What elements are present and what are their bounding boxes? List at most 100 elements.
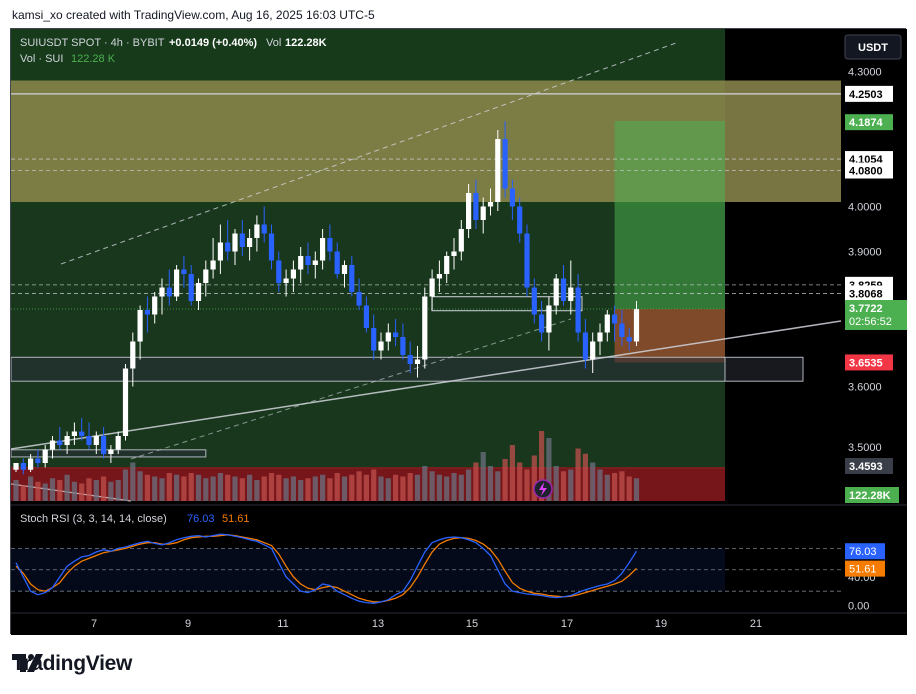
- volume-bar: [568, 469, 574, 501]
- volume-bar: [115, 480, 121, 501]
- candle-body: [101, 436, 107, 454]
- candle-body: [137, 310, 143, 342]
- candle-body: [239, 233, 245, 247]
- demand-zone-extension: [724, 356, 804, 382]
- price-tick: 3.6000: [848, 382, 882, 394]
- volume-bar: [334, 473, 340, 501]
- volume-bar: [130, 462, 136, 501]
- candle-body: [210, 260, 216, 270]
- volume-bar: [144, 474, 150, 501]
- volume-bar: [612, 473, 618, 501]
- candle-body: [414, 359, 421, 364]
- candle-body: [28, 458, 34, 470]
- price-label-badge: [845, 162, 893, 179]
- candle-body: [400, 337, 406, 355]
- volume-bar: [152, 476, 158, 501]
- volume-bar: [86, 478, 92, 501]
- candle-body: [422, 296, 428, 360]
- candle-body: [93, 436, 99, 445]
- volume-bar: [517, 462, 523, 501]
- candle-body: [619, 323, 625, 337]
- volume-bar: [363, 474, 369, 501]
- legend-vol-label: Vol: [266, 37, 281, 49]
- candle-body: [393, 332, 399, 337]
- volume-bar: [268, 473, 275, 501]
- price-axis: 40.000.0076.0351.614.30004.00003.90003.6…: [11, 67, 907, 612]
- candle-body: [429, 278, 435, 297]
- volume-bar: [524, 469, 530, 501]
- candle-body: [20, 463, 26, 470]
- candle-body: [509, 188, 515, 207]
- volume-bar: [414, 474, 421, 501]
- stoch-k-badge: [845, 543, 885, 560]
- volume-bar: [188, 473, 194, 501]
- volume-bar: [298, 480, 304, 501]
- volume-bar: [356, 471, 362, 501]
- volume-bar: [444, 476, 450, 501]
- volume-bar: [400, 476, 406, 501]
- candle-body: [371, 328, 377, 351]
- candle-body: [582, 332, 588, 360]
- candle-body: [407, 355, 413, 364]
- candle-body: [334, 251, 340, 274]
- candle-body: [385, 332, 391, 342]
- currency-button-label: USDT: [858, 42, 888, 54]
- volume-bar: [480, 452, 486, 501]
- candle-body: [575, 287, 581, 333]
- candle-body: [633, 309, 640, 342]
- volume-bar: [203, 478, 209, 501]
- price-label: 4.0800: [849, 166, 883, 178]
- tradingview-wordmark: TradingView: [12, 652, 133, 675]
- candle-body: [495, 139, 501, 202]
- price-chart[interactable]: 40.000.0076.0351.614.30004.00003.90003.6…: [11, 29, 907, 635]
- zone-demand-zone: [11, 356, 907, 382]
- volume-bar: [290, 476, 296, 501]
- stoch-k-badge-text: 76.03: [849, 546, 877, 558]
- candle-body: [108, 449, 114, 454]
- price-label-badge: [845, 114, 893, 131]
- stoch-tick: 0.00: [848, 600, 869, 612]
- candle-body: [217, 242, 223, 261]
- candle-body: [626, 337, 632, 342]
- volume-bar: [137, 471, 143, 501]
- currency-button[interactable]: [844, 34, 902, 60]
- volume-bar: [393, 474, 399, 501]
- candle-body: [604, 314, 610, 333]
- candlesticks: [13, 121, 640, 475]
- volume-bar: [553, 466, 559, 501]
- stoch-d-badge: [845, 560, 885, 577]
- legend-vol-line-label: Vol · SUI: [20, 53, 63, 65]
- candle-body: [232, 233, 238, 252]
- time-tick: 19: [655, 618, 667, 630]
- candle-body: [268, 233, 275, 261]
- volume-bar: [13, 480, 19, 501]
- volume-bar: [422, 466, 428, 501]
- volume-bar: [633, 478, 640, 501]
- candle-body: [327, 238, 333, 252]
- volume-bar: [247, 474, 253, 501]
- volume-bar: [429, 471, 435, 501]
- time-tick: 9: [185, 618, 191, 630]
- candle-body: [64, 436, 70, 445]
- candle-body: [444, 256, 450, 274]
- middle-channel-line: [130, 318, 572, 460]
- candle-body: [49, 440, 56, 450]
- candle-body: [502, 139, 508, 189]
- time-tick: 13: [372, 618, 384, 630]
- volume-bar: [531, 455, 537, 501]
- candle-body: [86, 436, 92, 445]
- volume-bar: [210, 476, 216, 501]
- volume-bar: [71, 481, 77, 501]
- volume-bar: [159, 478, 165, 501]
- volume-bar: [261, 476, 267, 501]
- volume-bar: [239, 478, 245, 501]
- volume-bar: [320, 474, 326, 501]
- candle-body: [597, 332, 603, 342]
- zone-olive-extension: [725, 80, 841, 202]
- candle-body: [356, 292, 362, 306]
- price-label: 4.2503: [849, 89, 883, 101]
- candle-body: [283, 278, 289, 283]
- chart-frame[interactable]: 40.00 0.00 76.03 51.61 4.3000 4.0000 3.9000 3.6…: [10, 28, 907, 635]
- price-label: 3.8068: [849, 288, 883, 300]
- stoch-k-value: 76.03: [187, 513, 215, 525]
